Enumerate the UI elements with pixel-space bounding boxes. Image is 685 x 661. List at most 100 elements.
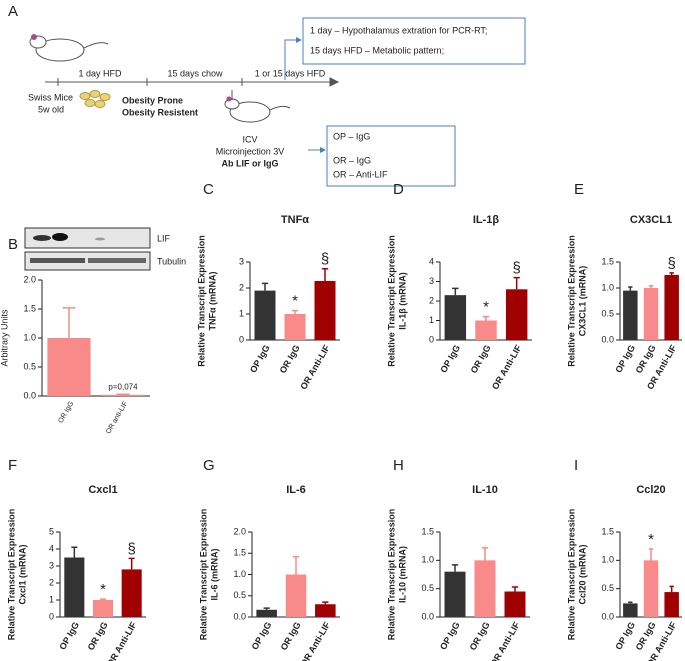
chart-title: CX3CL1 — [630, 214, 672, 226]
y-axis-label: CX3CL1 (mRNA) — [577, 266, 587, 337]
bar — [504, 591, 526, 617]
bar — [643, 288, 659, 340]
bar — [121, 569, 142, 617]
y-axis-label: Relative Transcript Expression — [196, 235, 206, 367]
bar — [444, 571, 466, 617]
error-bar — [291, 309, 299, 314]
error-bar — [452, 287, 459, 296]
annotation: § — [667, 255, 675, 272]
arrow-head — [296, 37, 302, 43]
y-tick-label: 5 — [49, 526, 54, 536]
y-tick-label: 0.0 — [23, 390, 36, 400]
error-bar — [628, 286, 633, 291]
bar — [101, 394, 145, 396]
y-tick-label: 0.5 — [601, 308, 614, 318]
annotation: * — [483, 299, 489, 316]
bar — [314, 280, 336, 340]
y-tick-label: 1.0 — [601, 282, 614, 292]
bar — [623, 603, 638, 617]
x-tick-label: OR IgG — [469, 343, 493, 375]
bar — [474, 560, 496, 617]
bar — [92, 600, 114, 617]
y-tick-label: 1 — [429, 315, 434, 325]
x-tick-label: OP IgG — [248, 343, 272, 374]
mouse-icon — [224, 90, 291, 123]
x-tick-label: OR IgG — [57, 400, 75, 424]
treatment-text: OP – IgG — [333, 131, 370, 141]
bar — [643, 560, 659, 617]
bar — [254, 290, 276, 340]
blot-label: Tubulin — [157, 256, 186, 266]
error-bar — [321, 268, 329, 281]
y-axis-label: IL-6 (mRNA) — [209, 549, 219, 601]
y-tick-label: 0.5 — [601, 583, 614, 593]
annotation: * — [292, 293, 298, 310]
chart-title: Ccl20 — [636, 484, 665, 496]
bar — [505, 289, 528, 340]
panel-label: D — [393, 181, 404, 198]
error-bar — [481, 547, 489, 561]
error-bar — [669, 585, 674, 593]
annotation: § — [127, 540, 135, 557]
y-tick-label: 0.5 — [23, 361, 36, 371]
timeline — [45, 77, 340, 87]
timeline-label: 1 or 15 days HFD — [255, 68, 326, 78]
annotation: p=0,074 — [108, 382, 138, 391]
y-tick-label: 0.0 — [601, 334, 614, 344]
x-tick-label: OR IgG — [86, 620, 110, 652]
y-tick-label: 1 — [239, 308, 244, 318]
error-bar — [116, 393, 130, 396]
x-tick-label: OR IgG — [278, 343, 302, 375]
y-tick-label: 2 — [239, 282, 244, 292]
chart-title: TNFα — [281, 214, 309, 226]
error-bar — [648, 548, 654, 561]
error-bar — [482, 315, 490, 321]
error-bar — [292, 555, 300, 575]
treatment-box — [326, 125, 456, 187]
y-tick-label: 3 — [49, 560, 54, 570]
bar — [285, 574, 307, 617]
error-bar — [648, 285, 654, 288]
x-tick-label: OR anti-LIF — [105, 400, 129, 435]
x-tick-label: OR Anti-LIF — [298, 343, 332, 391]
y-tick-label: 1.0 — [23, 332, 36, 342]
mouse-icon — [29, 34, 109, 62]
bar — [664, 275, 679, 340]
x-tick-label: OP IgG — [438, 343, 462, 374]
y-tick-label: 0.5 — [233, 590, 246, 600]
blot-label: LIF — [157, 233, 171, 243]
y-tick-label: 2 — [49, 577, 54, 587]
y-tick-label: 3 — [429, 276, 434, 286]
panel-label: A — [8, 3, 18, 20]
x-tick-label: OR Anti-LIF — [488, 620, 522, 661]
annotation: § — [321, 251, 329, 268]
y-tick-label: 1.5 — [23, 303, 36, 313]
y-tick-label: 0.0 — [601, 611, 614, 621]
icv-label: ICV — [242, 134, 257, 144]
panel-label: E — [574, 181, 584, 198]
x-tick-label: OP IgG — [57, 620, 81, 651]
icv-label: Microinjection 3V — [216, 146, 285, 156]
annotation: § — [512, 260, 520, 277]
error-bar — [261, 282, 269, 291]
y-tick-label: 4 — [49, 543, 54, 553]
y-tick-label: 4 — [429, 256, 434, 266]
y-tick-label: 1.0 — [421, 555, 434, 565]
panel-label: H — [393, 457, 404, 474]
timeline-label: 1 day HFD — [78, 68, 122, 78]
y-tick-label: 0 — [49, 611, 54, 621]
y-tick-label: 0 — [239, 334, 244, 344]
y-tick-label: 1.5 — [233, 548, 246, 558]
panel-label: B — [8, 236, 18, 253]
error-bar — [263, 607, 270, 610]
y-axis-label: IL-1β (mRNA) — [397, 272, 407, 330]
arrow-head — [320, 147, 326, 153]
y-tick-label: 0 — [429, 334, 434, 344]
mice-label: 5w old — [38, 104, 64, 114]
error-bar — [99, 598, 107, 600]
y-axis-label: TNFα (mRNA) — [207, 271, 217, 330]
panel-label: F — [8, 457, 17, 474]
treatment-text: OR – Anti-LIF — [333, 169, 388, 179]
outcome-text: 15 days HFD – Metabolic pattern; — [310, 45, 444, 55]
